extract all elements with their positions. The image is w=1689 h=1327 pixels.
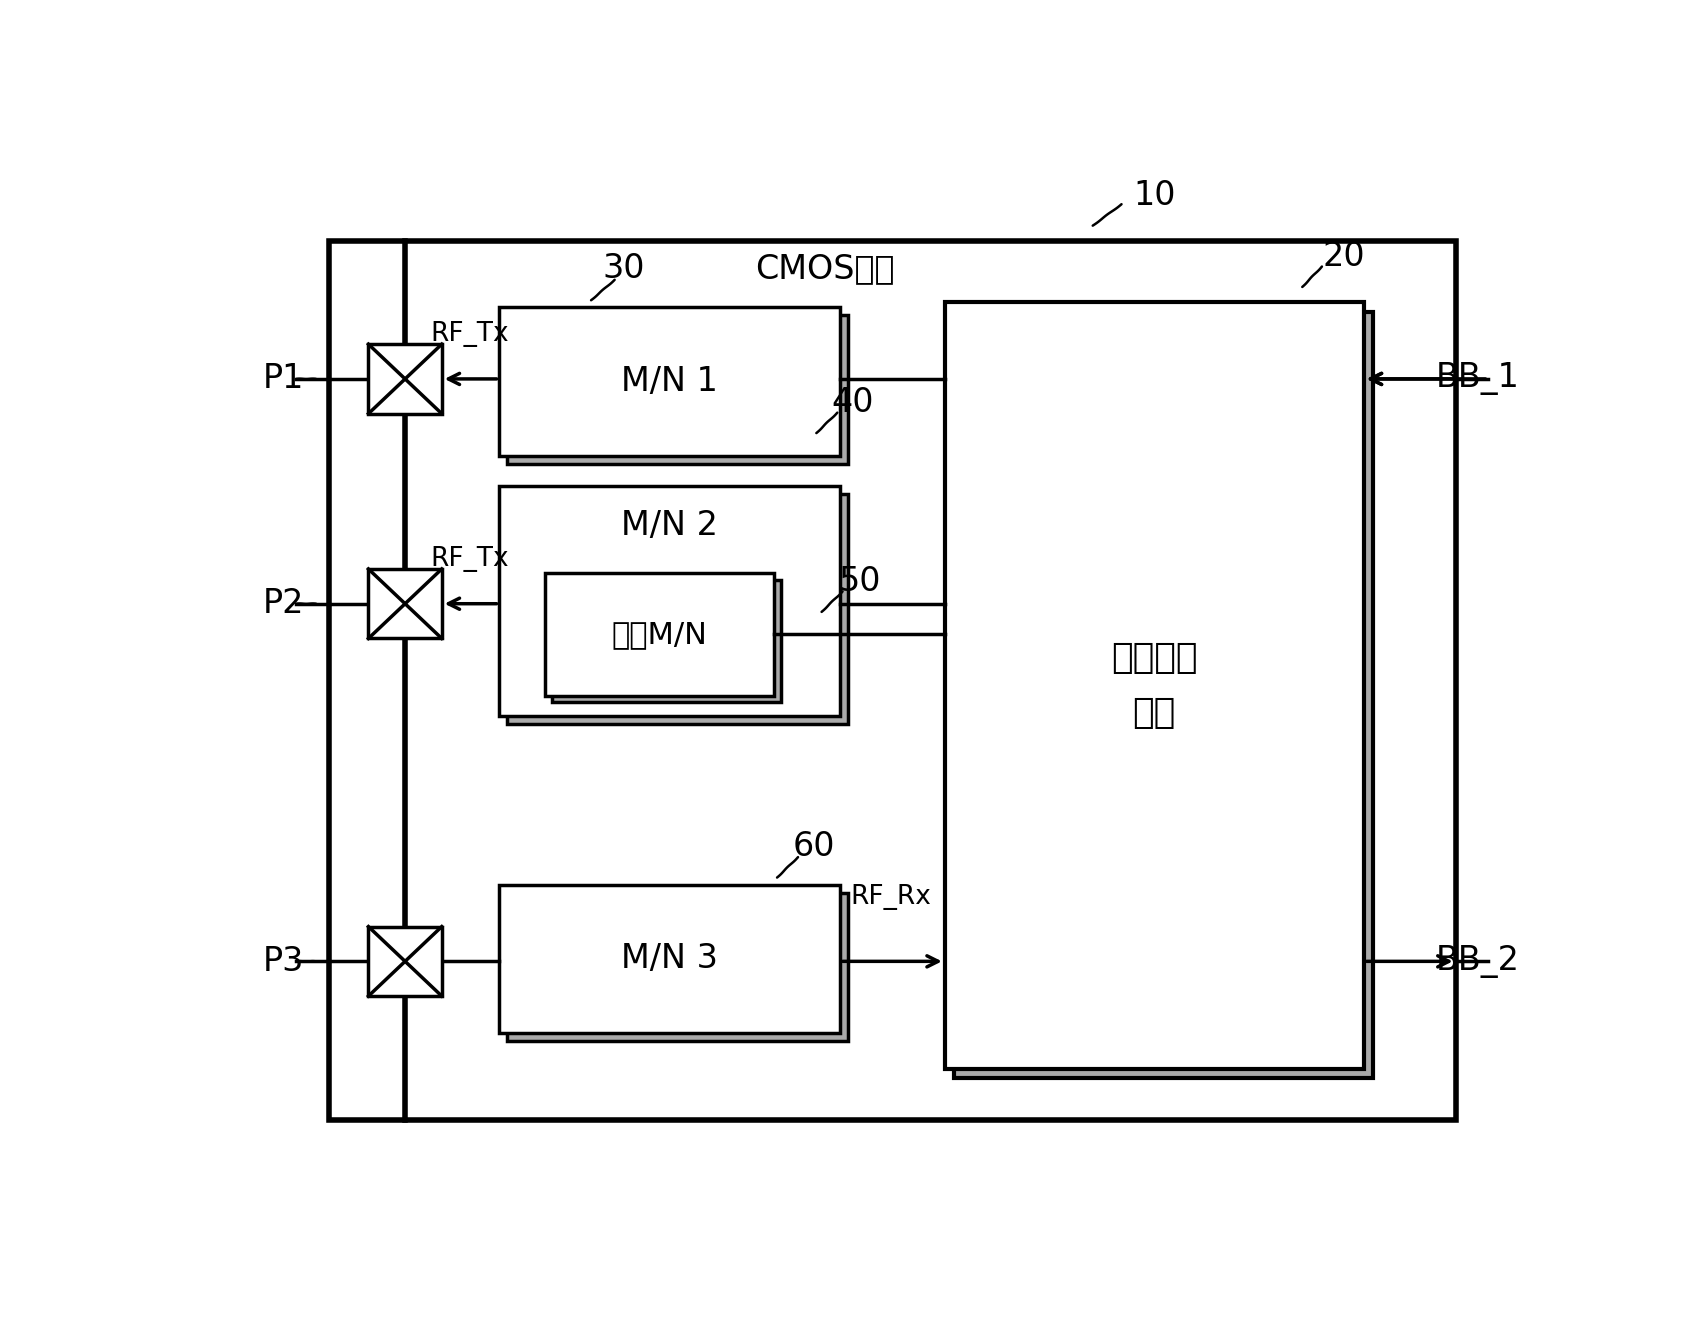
Text: M/N 3: M/N 3 xyxy=(622,942,718,975)
Text: 20: 20 xyxy=(1322,240,1365,273)
Text: 60: 60 xyxy=(792,831,834,864)
Bar xyxy=(507,893,848,1040)
Bar xyxy=(500,308,839,455)
Text: 信号转换
电路: 信号转换 电路 xyxy=(1110,641,1198,730)
Text: P2: P2 xyxy=(262,588,304,620)
Bar xyxy=(552,580,780,702)
Text: 50: 50 xyxy=(838,565,880,597)
Bar xyxy=(329,242,1454,1120)
Text: RF_Tx: RF_Tx xyxy=(429,545,508,572)
Bar xyxy=(368,569,441,638)
Bar xyxy=(500,486,839,717)
Text: BB_1: BB_1 xyxy=(1436,362,1518,395)
Bar xyxy=(368,926,441,997)
Text: RF_Tx: RF_Tx xyxy=(429,321,508,348)
Text: 40: 40 xyxy=(831,386,873,419)
Bar xyxy=(507,316,848,463)
Text: M/N 2: M/N 2 xyxy=(622,508,718,541)
Bar xyxy=(944,303,1363,1068)
Text: P3: P3 xyxy=(262,945,304,978)
Bar xyxy=(546,573,774,695)
Text: 10: 10 xyxy=(1132,179,1176,211)
Text: RF_Rx: RF_Rx xyxy=(850,884,931,910)
Text: BB_2: BB_2 xyxy=(1436,945,1518,978)
Bar xyxy=(368,344,441,414)
Bar xyxy=(500,885,839,1032)
Text: 30: 30 xyxy=(603,252,645,285)
Bar xyxy=(507,494,848,725)
Text: M/N 1: M/N 1 xyxy=(622,365,718,398)
Text: P1: P1 xyxy=(262,362,304,395)
Text: 外部M/N: 外部M/N xyxy=(611,620,708,649)
Text: CMOS芯片: CMOS芯片 xyxy=(755,252,893,285)
Bar xyxy=(953,312,1371,1078)
